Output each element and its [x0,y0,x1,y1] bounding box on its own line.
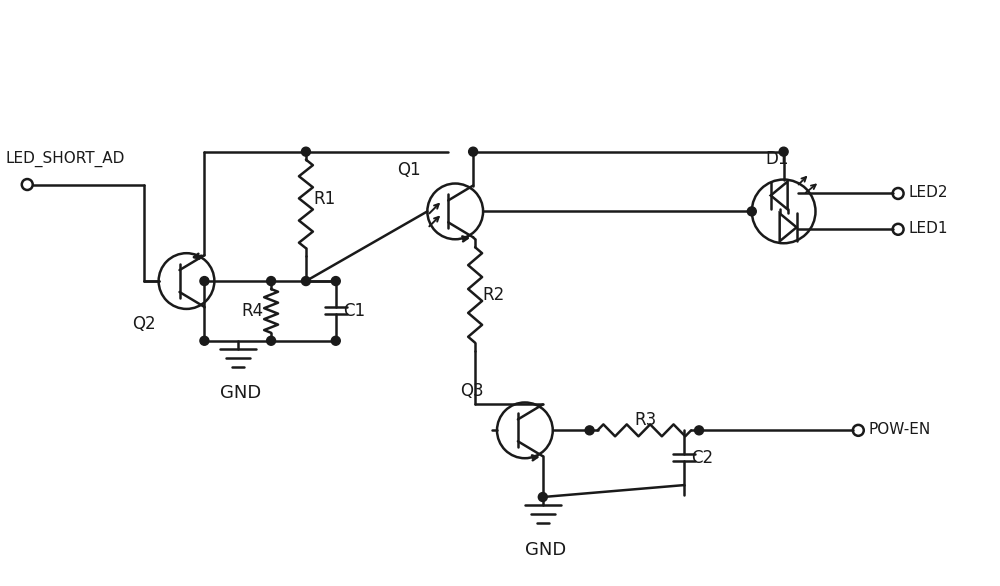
Circle shape [200,336,209,345]
Text: Q1: Q1 [397,161,421,179]
Circle shape [538,493,547,502]
Circle shape [331,336,340,345]
Circle shape [585,426,594,435]
Circle shape [200,277,209,285]
Text: LED_SHORT_AD: LED_SHORT_AD [5,151,125,167]
Circle shape [747,207,756,216]
Text: GND: GND [525,541,566,559]
Text: LED2: LED2 [908,185,948,200]
Text: R3: R3 [634,411,657,430]
Text: D1: D1 [766,149,789,168]
Text: R4: R4 [241,302,263,320]
Circle shape [331,277,340,285]
Circle shape [779,147,788,156]
Text: GND: GND [220,384,261,403]
Text: C1: C1 [343,302,365,320]
Text: POW-EN: POW-EN [868,423,930,437]
Text: R1: R1 [313,190,335,208]
Circle shape [469,147,478,156]
Text: LED1: LED1 [908,222,948,236]
Text: Q3: Q3 [460,381,484,400]
Circle shape [301,277,310,285]
Text: R2: R2 [482,286,504,304]
Circle shape [267,336,276,345]
Circle shape [695,426,704,435]
Text: C2: C2 [691,449,713,466]
Circle shape [267,277,276,285]
Text: Q2: Q2 [132,315,155,333]
Circle shape [301,147,310,156]
